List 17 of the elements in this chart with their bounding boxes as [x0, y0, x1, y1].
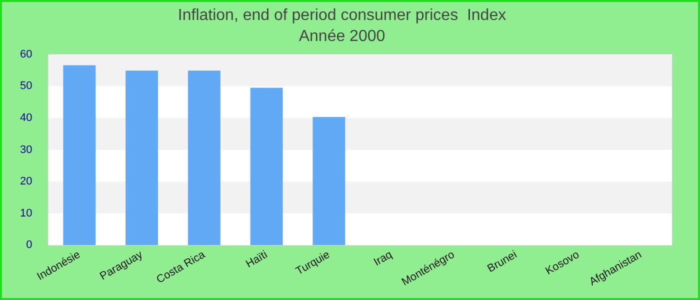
- x-tick-label: Costa Rica: [154, 248, 208, 286]
- y-tick-label: 60: [20, 48, 32, 60]
- x-tick-label: Iraq: [372, 248, 394, 269]
- chart-title: Inflation, end of period consumer prices Index: [178, 7, 506, 24]
- y-tick-label: 20: [20, 176, 32, 188]
- x-tick-label: Haïti: [244, 248, 270, 270]
- bar: [250, 88, 283, 246]
- y-tick-label: 30: [20, 144, 32, 156]
- y-tick-label: 0: [26, 239, 32, 252]
- bar: [63, 65, 96, 246]
- y-tick-label: 50: [20, 80, 32, 92]
- chart-subtitle: Année 2000: [298, 28, 386, 46]
- y-tick-label: 40: [20, 112, 32, 124]
- bar: [312, 117, 346, 246]
- bar: [126, 70, 158, 246]
- y-tick-label: 10: [20, 207, 32, 220]
- bar: [188, 70, 220, 246]
